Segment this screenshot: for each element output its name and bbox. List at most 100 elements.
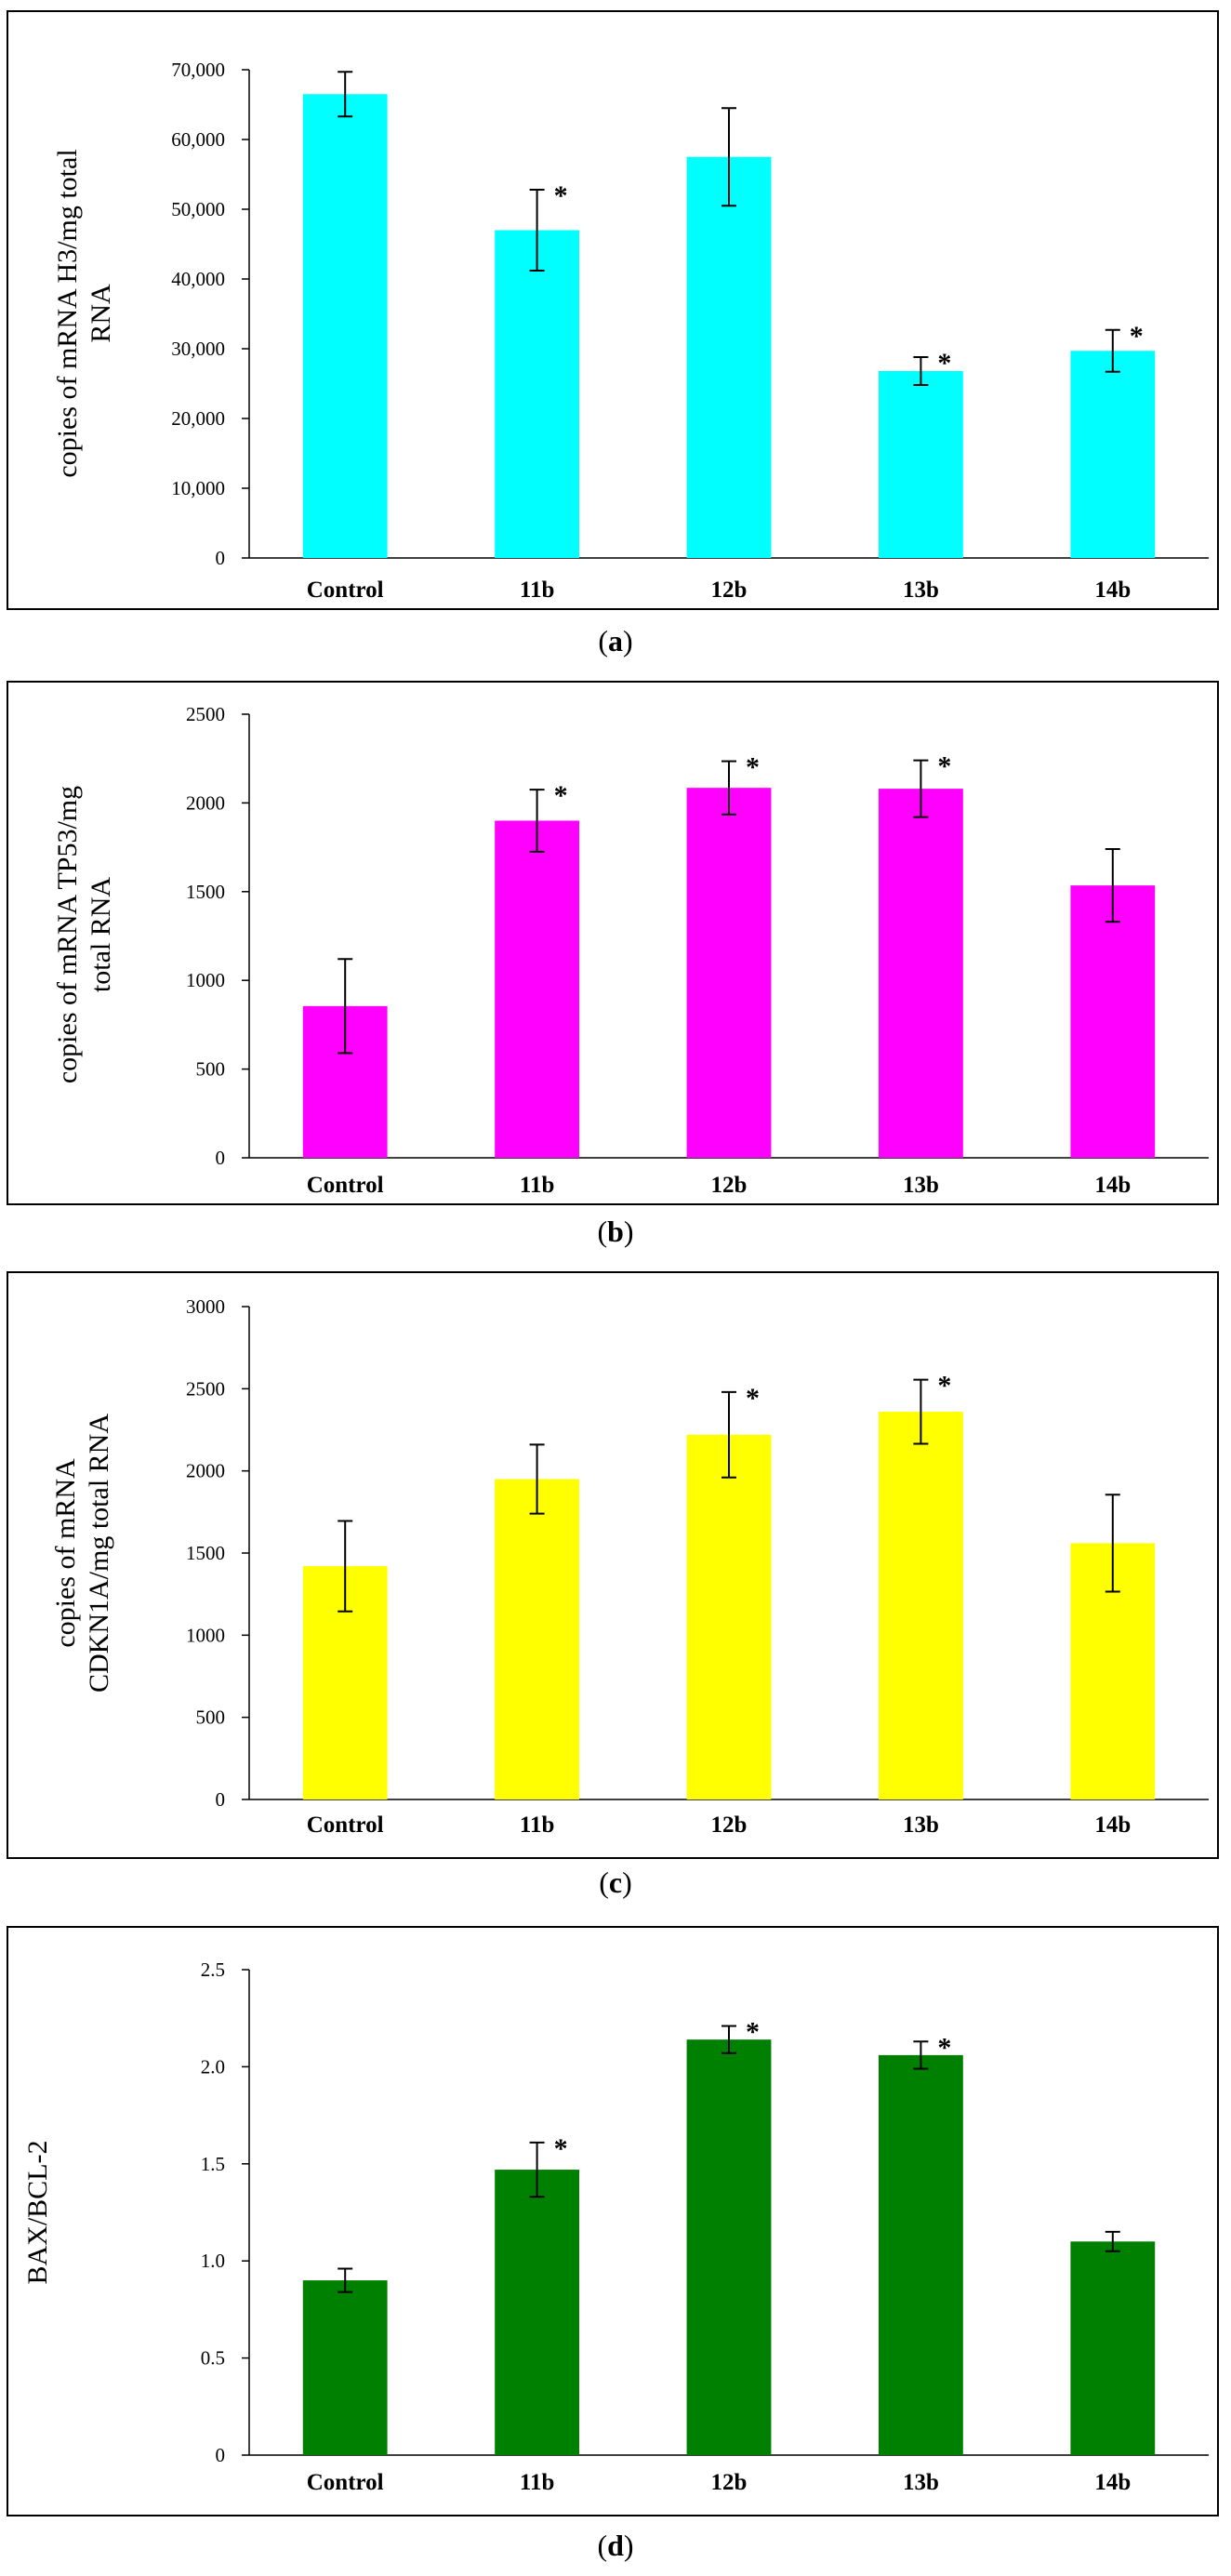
y-tick-label: 50,000 [171,198,225,220]
y-tick-label: 2500 [186,1377,225,1400]
panel-label-close: ) [624,2529,634,2562]
y-axis-label-line: total RNA [86,877,116,992]
x-tick-label: Control [307,1812,384,1838]
significance-star: * [554,180,568,211]
x-tick-label: 14b [1094,1812,1131,1838]
y-tick-label: 1500 [186,1542,225,1564]
chart-panel-c: 0 500 1000 1500 2000 2500 3000 Control 11b * 12b * 1… [7,1271,1219,1899]
x-tick-label: 14b [1094,1173,1131,1198]
panel-label-open: ( [599,1866,609,1899]
bar-13b [878,371,963,558]
bar-11b [495,1479,580,1799]
y-axis-label: copies of mRNA CDKN1A/mg total RNA [50,1414,114,1693]
panel-frame [7,10,1219,610]
panel-label-close: ) [623,624,633,657]
panel-label-open: ( [598,624,608,657]
panel-label: (c) [599,1866,632,1899]
significance-star: * [746,2017,760,2048]
y-axis-label: copies of mRNA TP53/mg total RNA [52,786,116,1083]
panel-label: (a) [598,624,632,657]
bar-Control [302,2280,388,2455]
y-tick-label: 0 [216,547,226,569]
significance-star: * [554,780,568,811]
y-axis-label-line: BAX/BCL-2 [22,2140,53,2284]
x-tick-label: 12b [711,1812,748,1838]
panel-label-letter: a [608,624,623,657]
bar-14b [1070,885,1156,1158]
x-tick-label: 14b [1094,578,1131,603]
significance-star: * [746,1383,760,1414]
significance-star: * [1130,321,1144,352]
bar-14b [1070,351,1156,558]
x-tick-label: 12b [711,2470,748,2495]
significance-star: * [937,348,951,378]
y-tick-label: 1.5 [201,2153,225,2175]
bar-13b [878,1412,963,1799]
x-tick-label: 12b [711,578,748,603]
y-tick-label: 1000 [186,1624,225,1646]
y-axis-label-line: copies of mRNA [50,1458,81,1648]
significance-star: * [937,751,951,782]
significance-star: * [937,2032,951,2063]
panel-label-open: ( [597,1215,607,1248]
y-tick-label: 1.0 [201,2250,225,2272]
bar-13b [878,789,963,1158]
x-tick-label: 14b [1094,2470,1131,2495]
bar-12b [686,1434,772,1799]
x-tick-label: 12b [711,1173,748,1198]
panel-label-close: ) [624,1215,634,1248]
panel-frame [7,1271,1219,1859]
y-tick-label: 40,000 [171,268,225,290]
x-tick-label: 13b [903,1812,939,1838]
y-tick-label: 10,000 [171,477,225,499]
x-tick-label: 11b [520,578,555,603]
panel-label-open: ( [597,2529,607,2562]
y-tick-label: 70,000 [171,59,225,81]
y-axis-label-line: copies of mRNA H3/mg total [52,149,83,477]
x-tick-label: 11b [520,1812,555,1838]
y-axis-label-line: RNA [86,284,116,343]
x-tick-label: Control [307,578,384,603]
y-tick-label: 0 [216,1788,226,1811]
x-tick-label: 13b [903,578,939,603]
y-tick-label: 30,000 [171,338,225,360]
y-tick-label: 1500 [186,881,225,903]
bar-Control [302,94,388,558]
bar-14b [1070,2241,1156,2455]
bar-11b [495,2170,580,2455]
x-tick-label: 13b [903,2470,939,2495]
y-tick-label: 0.5 [201,2347,225,2370]
panel-label: (d) [597,2529,633,2562]
x-tick-label: Control [307,2470,384,2495]
panel-label-letter: b [607,1215,624,1248]
y-tick-label: 500 [196,1058,226,1081]
significance-star: * [746,752,760,783]
bar-11b [495,230,580,558]
y-axis-label: BAX/BCL-2 [22,2140,53,2284]
y-tick-label: 2000 [186,1460,225,1482]
x-tick-label: 11b [520,1173,555,1198]
chart-panel-d: 0 0.5 1.0 1.5 2.0 2.5 Control * 11b * 12b * 13b 14b BA… [7,1926,1219,2562]
panel-label-close: ) [622,1866,632,1899]
y-tick-label: 2.0 [201,2055,225,2078]
y-tick-label: 20,000 [171,407,225,430]
y-tick-label: 3000 [186,1295,225,1318]
y-axis-label-line: copies of mRNA TP53/mg [52,786,83,1083]
bar-12b [686,156,772,558]
y-tick-label: 500 [196,1706,226,1729]
x-tick-label: Control [307,1173,384,1198]
y-tick-label: 2500 [186,703,225,725]
y-axis-label: copies of mRNA H3/mg total RNA [52,149,116,477]
panel-label-letter: d [607,2529,624,2562]
y-axis-label-line: CDKN1A/mg total RNA [84,1414,114,1693]
bar-13b [878,2054,963,2455]
panel-frame [7,681,1219,1205]
bar-11b [495,820,580,1158]
bar-12b [686,2039,772,2455]
significance-star: * [554,2133,568,2164]
y-tick-label: 60,000 [171,128,225,151]
panel-label: (b) [597,1215,633,1248]
x-tick-label: 13b [903,1173,939,1198]
chart-panel-b: 0 500 1000 1500 2000 2500 Control * 11b * 12b * 13b 1… [7,681,1219,1248]
